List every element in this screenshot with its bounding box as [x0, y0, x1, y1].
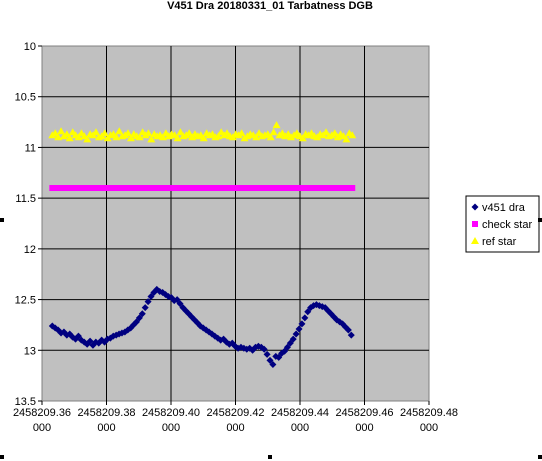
chart-title: V451 Dra 20180331_01 Tarbatness DGB — [167, 0, 373, 12]
ref-star-point — [298, 134, 307, 142]
legend-label: ref star — [482, 236, 517, 248]
ref-star-point — [74, 133, 83, 141]
y-tick-label: 13 — [24, 345, 36, 357]
x-tick-label: 2458209.42 000 — [206, 407, 264, 434]
ref-star-point — [100, 129, 109, 137]
ref-star-point — [147, 135, 156, 143]
y-axis-ticks: 10 10.5 11 11.5 12 12.5 13 13.5 — [15, 41, 42, 408]
ref-star-point — [348, 131, 357, 139]
series-check-star — [49, 185, 356, 191]
v451-dra-point — [57, 329, 65, 337]
y-tick-label: 12.5 — [15, 295, 36, 307]
ref-star-point — [272, 121, 281, 129]
x-tick-label: 2458209.48 000 — [400, 407, 458, 434]
ref-star-point — [342, 135, 351, 143]
ref-star-point — [237, 129, 246, 137]
series-layer — [48, 121, 357, 368]
series-v451-dra — [48, 285, 355, 368]
v451-dra-point — [260, 345, 268, 353]
ref-star-point — [51, 129, 60, 137]
x-tick-label: 2458209.44 000 — [271, 407, 329, 434]
ref-star-point — [330, 129, 339, 137]
y-tick-label: 12 — [24, 244, 36, 256]
check-star-point — [349, 185, 356, 191]
ref-star-point — [214, 132, 223, 140]
ref-star-point — [124, 129, 133, 137]
ref-star-point — [54, 133, 63, 141]
v451-dra-point — [295, 325, 303, 333]
v451-dra-point — [289, 335, 297, 343]
ref-star-point — [57, 127, 66, 135]
ref-star-point — [144, 129, 153, 137]
v451-dra-point — [121, 328, 129, 336]
ref-star-point — [65, 134, 74, 142]
legend-marker-v451-dra — [471, 203, 479, 211]
x-tick-label: 2458209.46 000 — [335, 407, 393, 434]
legend-marker-check-star — [472, 221, 478, 227]
ref-star-point — [158, 133, 167, 141]
v451-dra-point — [141, 304, 149, 312]
y-tick-label: 13.5 — [15, 396, 36, 408]
v451-dra-point — [347, 331, 355, 339]
y-tick-label: 10 — [24, 41, 36, 53]
v451-dra-point — [298, 320, 306, 328]
bottom-right-resize-handle[interactable] — [538, 455, 542, 459]
v451-dra-point — [301, 314, 309, 322]
v451-dra-point — [263, 350, 271, 358]
v451-dra-point — [144, 298, 152, 306]
ref-star-point — [185, 129, 194, 137]
ref-star-point — [62, 130, 71, 138]
v451-dra-point — [269, 360, 277, 368]
ref-star-point — [135, 133, 144, 141]
v451-dra-point — [292, 330, 300, 338]
ref-star-point — [266, 133, 275, 141]
y-tick-label: 10.5 — [15, 92, 36, 104]
x-tick-label: 2458209.36 000 — [13, 407, 71, 434]
ref-star-point — [199, 134, 208, 142]
ref-star-point — [252, 133, 261, 141]
v451-dra-point — [344, 326, 352, 334]
ref-star-point — [126, 134, 135, 142]
y-tick-label: 11.5 — [15, 193, 36, 205]
x-tick-label: 2458209.38 000 — [77, 407, 135, 434]
legend: v451 dra check star ref star — [471, 202, 532, 248]
left-resize-handle[interactable] — [0, 218, 4, 222]
ref-star-point — [173, 134, 182, 142]
legend-label: check star — [482, 219, 532, 231]
right-resize-handle[interactable] — [538, 218, 542, 222]
ref-star-point — [269, 128, 278, 136]
legend-label: v451 dra — [482, 202, 526, 214]
x-tick-label: 2458209.40 000 — [142, 407, 200, 434]
legend-marker-ref-star — [471, 237, 479, 244]
ref-star-point — [322, 128, 331, 136]
v451-dra-point — [124, 326, 132, 334]
bottom-left-resize-handle[interactable] — [0, 455, 4, 459]
v451-dra-point — [138, 310, 146, 318]
bottom-resize-handle[interactable] — [268, 455, 272, 459]
ref-star-point — [91, 128, 100, 136]
ref-star-point — [115, 127, 124, 135]
ref-star-point — [112, 133, 121, 141]
ref-star-point — [176, 128, 185, 136]
y-tick-label: 11 — [25, 142, 36, 154]
series-ref-star — [48, 121, 357, 143]
ref-star-point — [83, 135, 92, 143]
